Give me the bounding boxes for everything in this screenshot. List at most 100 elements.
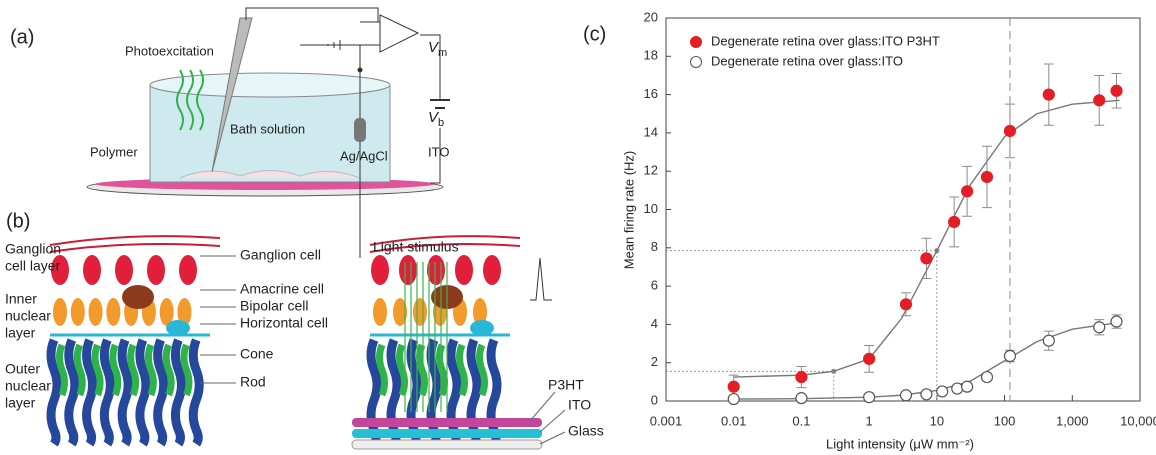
battery <box>430 100 450 108</box>
data-point <box>921 389 932 400</box>
spike <box>530 258 552 300</box>
reference-electrode <box>354 118 366 142</box>
retina <box>180 171 360 179</box>
y-tick-label: 12 <box>644 163 658 178</box>
data-point <box>1043 89 1054 100</box>
x-tick-label: 1,000 <box>1056 413 1089 428</box>
label: ITO <box>428 144 449 159</box>
bipolar <box>71 298 85 326</box>
data-point <box>1043 335 1054 346</box>
cell-label: Ganglion cell <box>240 247 321 263</box>
retina-diagram <box>50 236 520 444</box>
y-tick-label: 10 <box>644 201 658 216</box>
vb-label: Vb <box>428 109 444 129</box>
vm-label: Vm <box>428 39 447 59</box>
label: P3HT <box>548 377 584 393</box>
label: Glass <box>568 423 604 439</box>
ganglion <box>115 255 133 285</box>
data-point <box>1094 322 1105 333</box>
cell-label: Bipolar cell <box>240 298 308 314</box>
data-point <box>864 392 875 403</box>
horizontal-cell <box>166 320 190 336</box>
fit-curve <box>734 322 1120 399</box>
glass-layer <box>352 440 542 449</box>
y-tick-label: 4 <box>651 316 658 331</box>
axons <box>50 236 220 252</box>
panel-label: (c) <box>583 23 606 45</box>
data-point <box>796 393 807 404</box>
ganglion <box>83 255 101 285</box>
data-point <box>981 372 992 383</box>
rod <box>193 340 199 444</box>
y-tick-label: 6 <box>651 278 658 293</box>
plot-frame <box>666 18 1140 401</box>
bipolar <box>373 298 387 326</box>
panel-label: (a) <box>10 26 34 48</box>
y-tick-label: 2 <box>651 354 658 369</box>
x-tick-label: 0.1 <box>792 413 810 428</box>
cell-label: Rod <box>240 374 266 390</box>
label: ITO <box>568 397 591 413</box>
bipolar <box>89 298 103 326</box>
y-tick-label: 18 <box>644 48 658 63</box>
figure: (a) Photoexcitation Bath solution Ag/AgC… <box>0 0 1156 455</box>
layer-label: cell layer <box>5 258 61 274</box>
legend-marker <box>691 57 702 68</box>
bipolar <box>413 298 427 326</box>
x-tick-label: 1 <box>866 413 873 428</box>
rod <box>491 340 497 444</box>
legend-label: Degenerate retina over glass:ITO <box>711 53 903 68</box>
layer-label: Inner <box>5 291 37 307</box>
panel-label: (b) <box>6 210 30 232</box>
legend-label: Degenerate retina over glass:ITO P3HT <box>711 33 940 48</box>
ganglion <box>455 255 473 285</box>
data-point <box>1004 350 1015 361</box>
layer-label: nuclear <box>5 308 51 324</box>
horizontal-cell <box>470 320 494 336</box>
ganglion <box>147 255 165 285</box>
bipolar <box>53 298 67 326</box>
label: Polymer <box>90 144 138 159</box>
x-axis-label: Light intensity (μW mm⁻²) <box>826 436 974 451</box>
label: Light stimulus <box>373 239 459 255</box>
layer-label: Outer <box>5 361 40 377</box>
data-point <box>1111 85 1122 96</box>
data-point <box>796 372 807 383</box>
data-point <box>937 386 948 397</box>
amplifier <box>380 15 418 52</box>
data-point <box>952 383 963 394</box>
data-point <box>900 299 911 310</box>
y-tick-label: 0 <box>651 392 658 407</box>
data-point <box>900 390 911 401</box>
p3ht-layer <box>352 418 542 427</box>
data-point <box>949 216 960 227</box>
x-tick-label: 10,000 <box>1120 413 1156 428</box>
layer-label: nuclear <box>5 378 51 394</box>
layer-label: layer <box>5 325 36 341</box>
data-point <box>1111 316 1122 327</box>
layer-label: layer <box>5 395 36 411</box>
subscript: b <box>438 117 444 129</box>
x-tick-label: 0.01 <box>721 413 746 428</box>
data-point <box>1094 95 1105 106</box>
page: {"panel_a":{"label":"(a)","photoexcitati… <box>0 0 1156 455</box>
data-point <box>981 171 992 182</box>
node <box>358 68 363 73</box>
cell-label: Horizontal cell <box>240 315 328 331</box>
data-point <box>864 353 875 364</box>
ito-layer <box>352 429 542 438</box>
data-point <box>728 381 739 392</box>
label: Ag/AgCl <box>340 148 388 163</box>
y-tick-label: 14 <box>644 124 658 139</box>
cell-label: Amacrine cell <box>240 281 324 297</box>
beaker-rim <box>150 73 390 97</box>
ganglion <box>427 255 445 285</box>
label: Photoexcitation <box>125 43 214 58</box>
data-point <box>1004 125 1015 136</box>
x-tick-label: 100 <box>994 413 1016 428</box>
bipolar <box>106 298 120 326</box>
y-tick-label: 8 <box>651 239 658 254</box>
x-tick-label: 0.001 <box>650 413 683 428</box>
layer-label: Ganglion <box>5 241 61 257</box>
x-tick-label: 10 <box>930 413 944 428</box>
